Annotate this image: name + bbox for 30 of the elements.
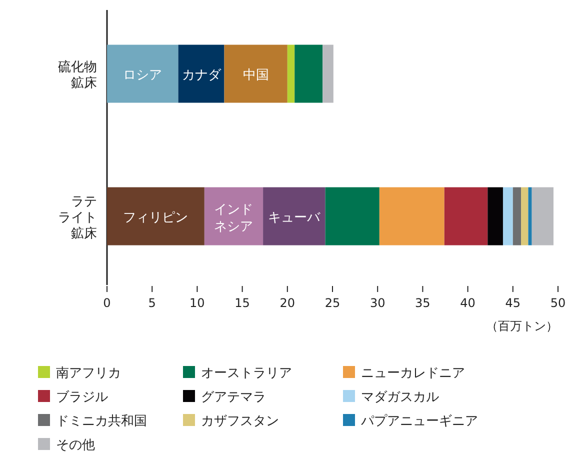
series-label: インドネシア xyxy=(214,202,254,234)
legend-label: グアテマラ xyxy=(201,390,266,405)
x-tick-label: 45 xyxy=(505,296,521,310)
legend-label: 南アフリカ xyxy=(56,366,121,381)
series-label: カナダ xyxy=(182,68,222,83)
x-tick-label: 0 xyxy=(103,296,111,310)
x-tick-label: 40 xyxy=(460,296,476,310)
legend-label: ブラジル xyxy=(56,390,108,405)
series-label: ロシア xyxy=(123,68,162,83)
legend-label: オーストラリア xyxy=(201,366,292,381)
y-tick-label: ラテライト鉱床 xyxy=(58,194,97,242)
legend-label: マダガスカル xyxy=(361,390,439,405)
legend-label: ニューカレドニア xyxy=(361,366,465,381)
series-label: キューバ xyxy=(268,210,322,226)
x-tick-label: 35 xyxy=(415,296,430,310)
x-tick-label: 20 xyxy=(280,296,296,310)
x-axis-title: （百万トン） xyxy=(486,319,558,333)
x-tick-label: 30 xyxy=(370,296,386,310)
x-tick-label: 10 xyxy=(190,296,205,310)
legend-label: その他 xyxy=(56,438,95,453)
legend-label: ドミニカ共和国 xyxy=(56,414,147,429)
x-tick-label: 5 xyxy=(148,296,156,310)
legend-label: パプアニューギニア xyxy=(360,414,478,429)
x-tick-label: 25 xyxy=(324,296,340,310)
legend-label: カザフスタン xyxy=(201,414,279,429)
series-label: フィリピン xyxy=(123,210,188,226)
y-tick-label: 硫化物鉱床 xyxy=(58,60,97,91)
series-label: 中国 xyxy=(242,68,269,83)
x-tick-label: 15 xyxy=(234,296,250,310)
x-tick-label: 50 xyxy=(550,296,566,310)
